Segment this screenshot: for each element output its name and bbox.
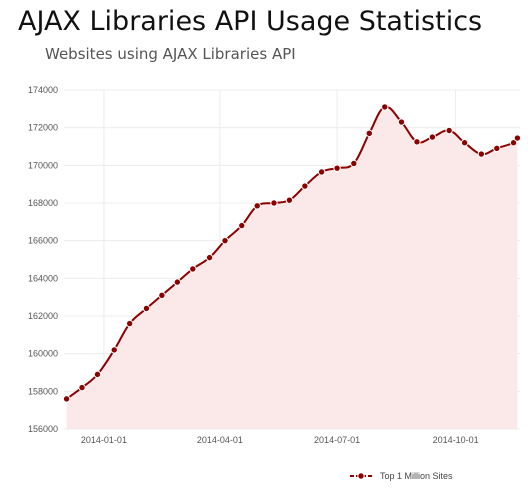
data-point[interactable]	[428, 133, 437, 141]
y-tick-label: 168000	[28, 198, 58, 208]
data-point[interactable]	[270, 199, 278, 207]
data-point[interactable]	[189, 265, 197, 273]
data-point[interactable]	[381, 103, 389, 111]
y-tick-label: 174000	[28, 85, 58, 95]
data-point[interactable]	[158, 291, 166, 299]
data-point[interactable]	[445, 126, 453, 135]
x-tick-label: 2014-01-01	[81, 435, 127, 445]
legend-label: Top 1 Million Sites	[380, 471, 453, 481]
area-layer	[65, 105, 519, 430]
series-area-fill	[66, 106, 518, 430]
data-point[interactable]	[205, 253, 214, 262]
chart-subtitle: Websites using AJAX Libraries API	[45, 45, 296, 63]
y-tick-label: 160000	[28, 349, 58, 359]
y-tick-label: 156000	[28, 424, 58, 434]
tick-layer: 156000 158000 160000 162000 164000 166000 1680…	[28, 85, 479, 445]
data-point[interactable]	[285, 196, 294, 204]
y-tick-label: 166000	[28, 236, 58, 246]
data-point[interactable]	[317, 168, 326, 176]
data-point[interactable]	[365, 129, 373, 138]
point-layer	[62, 103, 522, 403]
x-tick-label: 2014-04-01	[197, 435, 243, 445]
data-point[interactable]	[333, 164, 341, 172]
data-point[interactable]	[460, 139, 469, 147]
data-point[interactable]	[477, 150, 486, 158]
data-point[interactable]	[110, 346, 118, 354]
chart-title: AJAX Libraries API Usage Statistics	[18, 6, 483, 37]
y-tick-label: 162000	[28, 311, 58, 321]
data-point[interactable]	[125, 319, 134, 328]
data-point[interactable]	[493, 144, 501, 153]
x-tick-label: 2014-07-01	[314, 435, 360, 445]
data-point[interactable]	[397, 118, 406, 126]
data-point[interactable]	[238, 221, 246, 230]
y-tick-label: 158000	[28, 386, 58, 396]
data-point[interactable]	[301, 182, 309, 190]
y-tick-label: 172000	[28, 123, 58, 133]
data-point[interactable]	[350, 159, 358, 168]
data-point[interactable]	[78, 383, 86, 392]
data-point[interactable]	[173, 278, 182, 286]
legend[interactable]: Top 1 Million Sites	[350, 471, 453, 481]
data-point[interactable]	[253, 202, 261, 210]
data-point[interactable]	[513, 134, 522, 142]
data-point[interactable]	[509, 139, 518, 147]
data-point[interactable]	[413, 138, 421, 146]
legend-marker	[357, 472, 365, 480]
data-point[interactable]	[93, 370, 102, 379]
data-point[interactable]	[62, 395, 71, 403]
data-point[interactable]	[142, 304, 151, 313]
data-point[interactable]	[221, 236, 229, 245]
y-tick-label: 170000	[28, 160, 58, 170]
y-tick-label: 164000	[28, 273, 58, 283]
x-tick-label: 2014-10-01	[433, 435, 479, 445]
